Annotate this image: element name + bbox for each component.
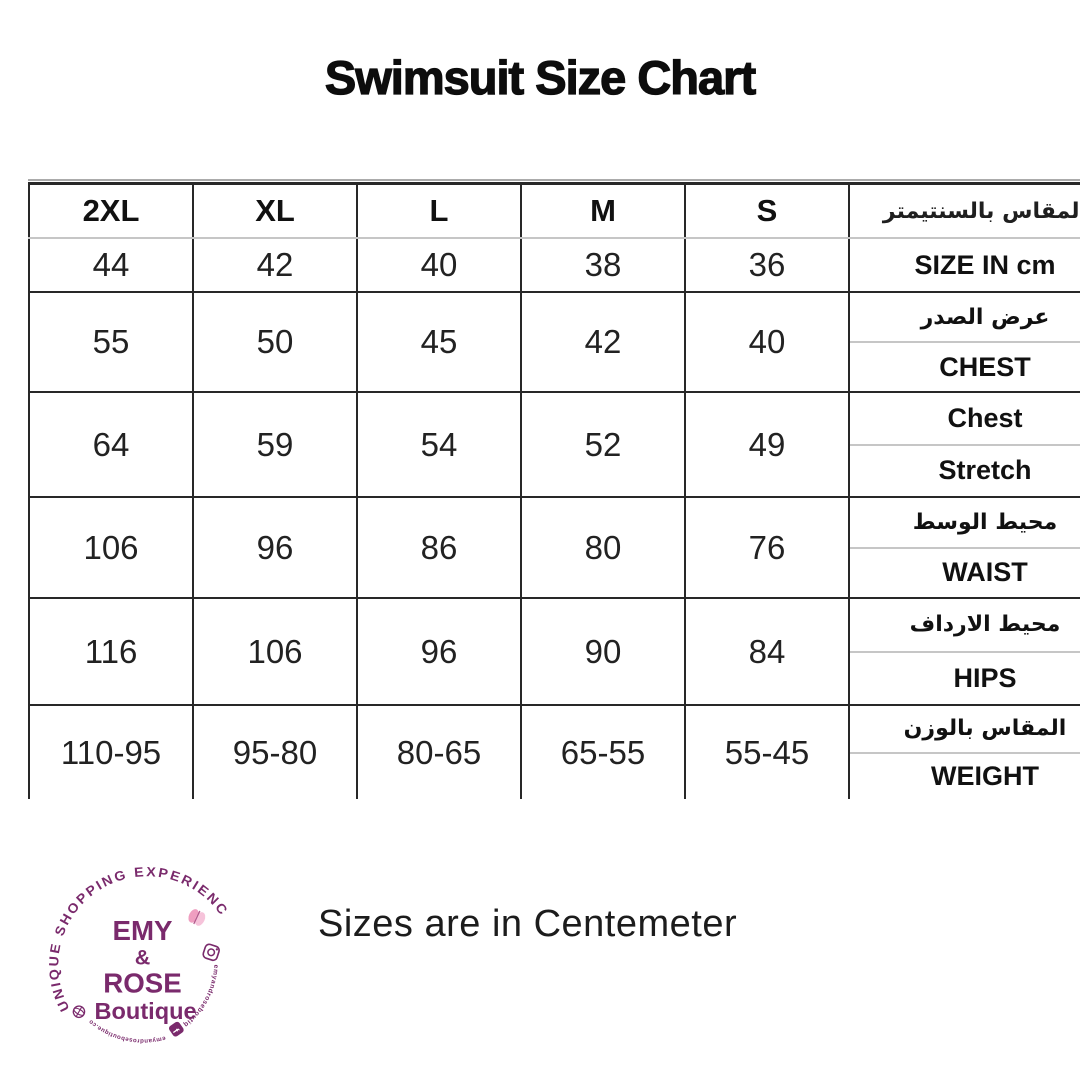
chest-stretch-cell: 59 <box>192 393 356 496</box>
size-cm-cell: 44 <box>28 239 192 291</box>
chest-stretch-cell: 52 <box>520 393 684 496</box>
table-row-chest: 55 50 45 42 40 عرض الصدر CHEST <box>28 291 1080 391</box>
col-header-m: M <box>520 185 684 237</box>
svg-text:f: f <box>171 1027 181 1036</box>
size-cm-cell: 42 <box>192 239 356 291</box>
page-title: Swimsuit Size Chart <box>324 50 757 104</box>
instagram-icon <box>202 943 220 962</box>
logo-name-rose: ROSE <box>103 967 181 998</box>
chest-cell: 55 <box>28 293 192 391</box>
size-cm-cell: 36 <box>684 239 848 291</box>
table-header-row: 2XL XL L M S المقاس بالسنتيمتر <box>28 185 1080 237</box>
chest-stretch-cell: 64 <box>28 393 192 496</box>
size-table: 2XL XL L M S المقاس بالسنتيمتر 44 42 40 … <box>28 179 1080 799</box>
size-table-grid: 2XL XL L M S المقاس بالسنتيمتر 44 42 40 … <box>28 182 1080 799</box>
table-top-gray-line <box>28 179 1080 181</box>
weight-cell: 65-55 <box>520 706 684 799</box>
waist-cell: 106 <box>28 498 192 597</box>
waist-cell: 86 <box>356 498 520 597</box>
chest-cell: 42 <box>520 293 684 391</box>
waist-cell: 96 <box>192 498 356 597</box>
waist-label-arabic: محيط الوسط <box>850 498 1080 549</box>
weight-label: المقاس بالوزن WEIGHT <box>848 706 1080 799</box>
weight-label-english: WEIGHT <box>931 760 1039 791</box>
hips-cell: 106 <box>192 599 356 704</box>
weight-cell: 55-45 <box>684 706 848 799</box>
chest-stretch-cell: 49 <box>684 393 848 496</box>
logo-name-emy: EMY <box>113 915 173 946</box>
waist-label-english: WAIST <box>942 557 1028 588</box>
size-cm-cell: 38 <box>520 239 684 291</box>
waist-label: محيط الوسط WAIST <box>848 498 1080 597</box>
header-label-arabic: المقاس بالسنتيمتر <box>848 185 1080 237</box>
table-row-waist: 106 96 86 80 76 محيط الوسط WAIST <box>28 496 1080 597</box>
chest-label: عرض الصدر CHEST <box>848 293 1080 391</box>
chest-stretch-label-line2: Stretch <box>938 455 1032 486</box>
col-header-2xl: 2XL <box>28 185 192 237</box>
chest-cell: 50 <box>192 293 356 391</box>
table-row-size-cm: 44 42 40 38 36 SIZE IN cm <box>28 237 1080 291</box>
weight-cell: 110-95 <box>28 706 192 799</box>
chest-stretch-label: Chest Stretch <box>848 393 1080 496</box>
chest-stretch-cell: 54 <box>356 393 520 496</box>
hips-cell: 84 <box>684 599 848 704</box>
hips-cell: 116 <box>28 599 192 704</box>
table-row-chest-stretch: 64 59 54 52 49 Chest Stretch <box>28 391 1080 496</box>
col-header-l: L <box>356 185 520 237</box>
size-cm-label: SIZE IN cm <box>848 239 1080 291</box>
hips-cell: 96 <box>356 599 520 704</box>
hips-label-arabic: محيط الارداف <box>850 599 1080 653</box>
logo-ampersand: & <box>135 946 151 970</box>
waist-cell: 76 <box>684 498 848 597</box>
weight-cell: 80-65 <box>356 706 520 799</box>
table-row-weight: 110-95 95-80 80-65 65-55 55-45 المقاس با… <box>28 704 1080 799</box>
chest-label-arabic: عرض الصدر <box>850 293 1080 343</box>
waist-cell: 80 <box>520 498 684 597</box>
logo-name-boutique: Boutique <box>95 998 197 1024</box>
hips-cell: 90 <box>520 599 684 704</box>
hips-label: محيط الارداف HIPS <box>848 599 1080 704</box>
table-row-hips: 116 106 96 90 84 محيط الارداف HIPS <box>28 597 1080 704</box>
col-header-s: S <box>684 185 848 237</box>
butterfly-icon <box>188 909 206 926</box>
chest-label-english: CHEST <box>939 351 1031 382</box>
sizes-unit-note: Sizes are in Centemeter <box>318 903 738 945</box>
globe-icon <box>72 1005 86 1019</box>
chest-cell: 45 <box>356 293 520 391</box>
size-cm-cell: 40 <box>356 239 520 291</box>
weight-label-arabic: المقاس بالوزن <box>850 706 1080 754</box>
hips-label-english: HIPS <box>953 662 1017 693</box>
weight-cell: 95-80 <box>192 706 356 799</box>
facebook-icon: f <box>168 1021 184 1037</box>
col-header-xl: XL <box>192 185 356 237</box>
chest-cell: 40 <box>684 293 848 391</box>
chest-stretch-label-line1: Chest <box>850 393 1080 446</box>
